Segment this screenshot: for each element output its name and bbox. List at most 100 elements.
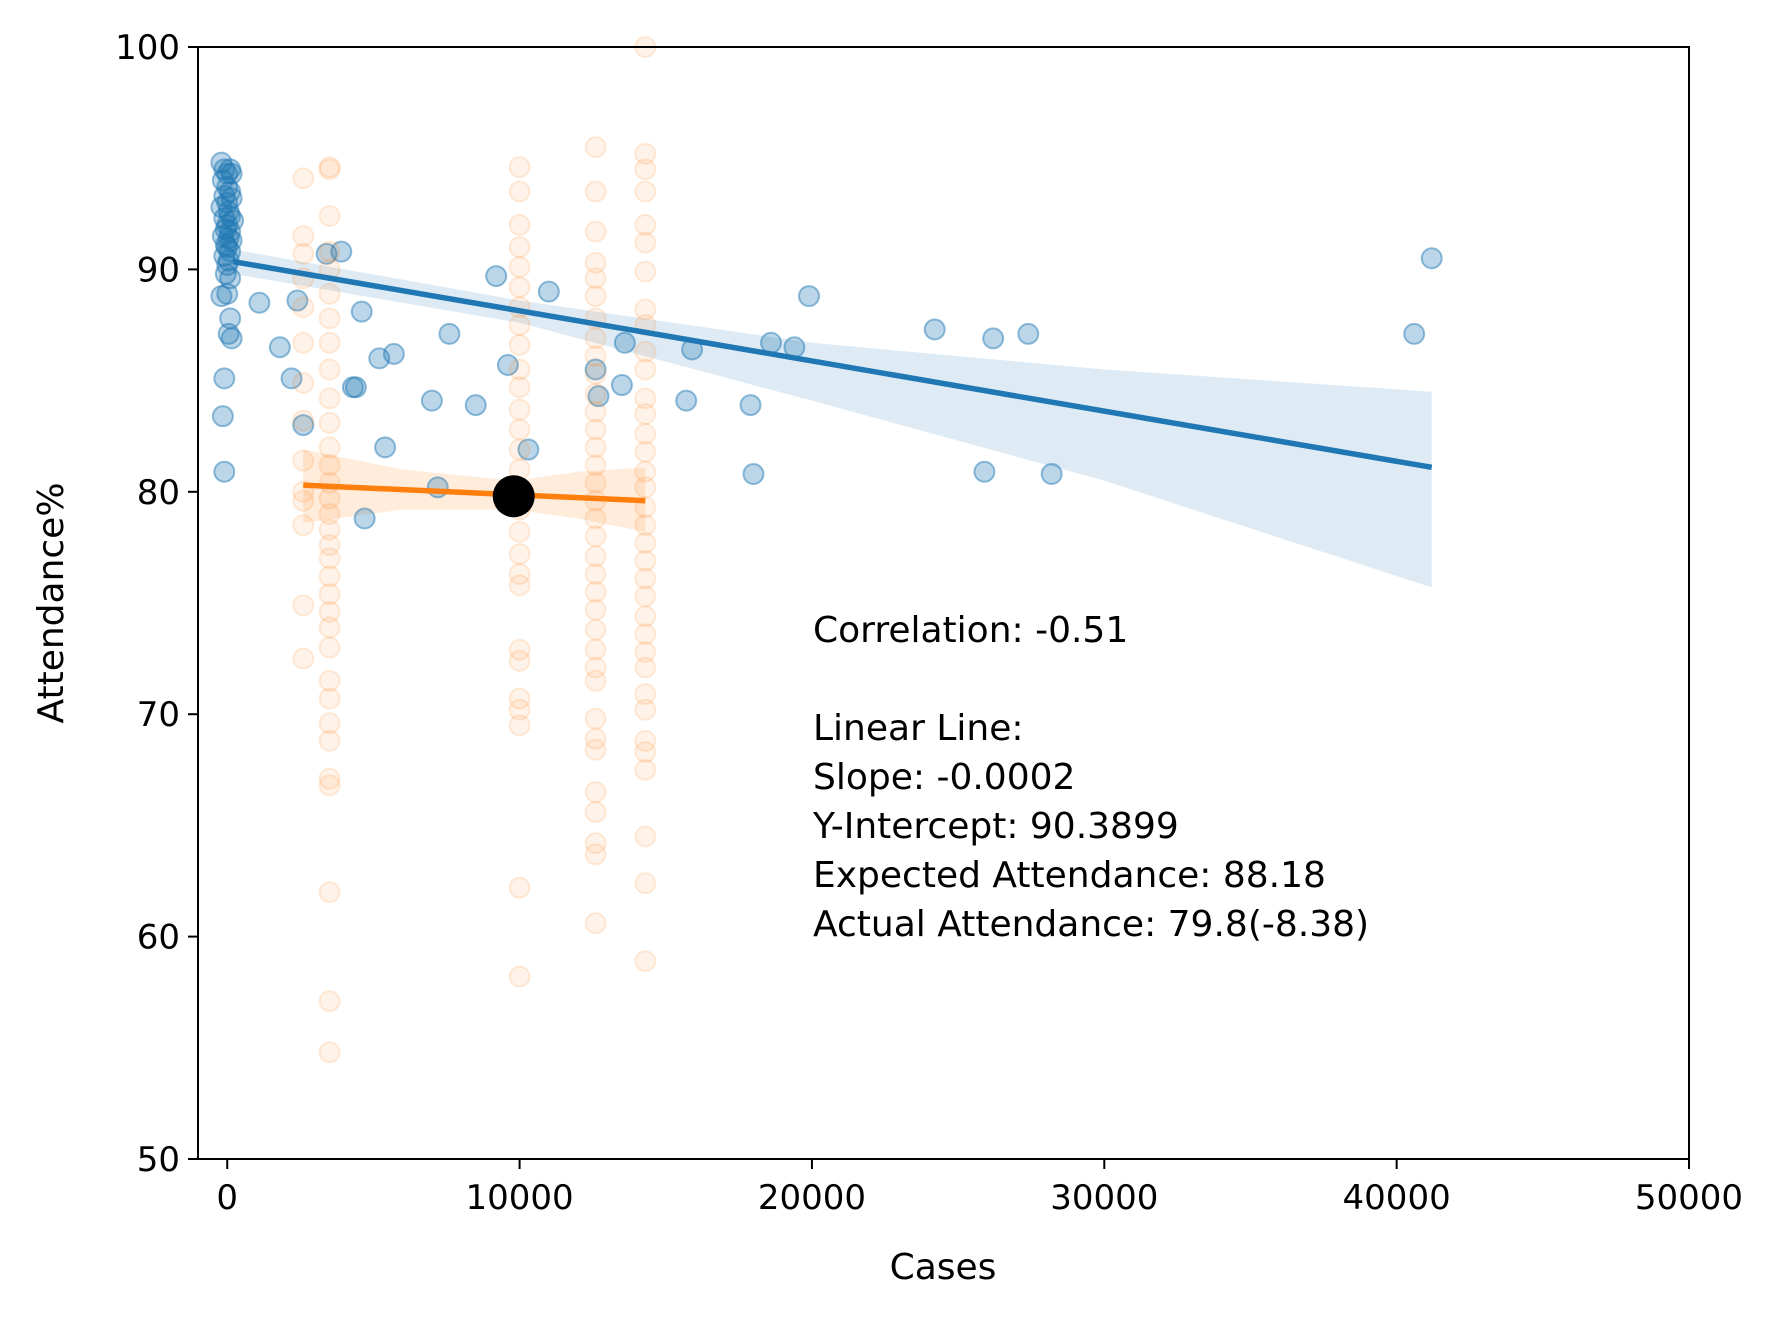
scatter-point [213,158,236,181]
x-tick-label: 10000 [466,1178,574,1218]
scatter-point [210,151,233,174]
scatter-point [211,225,234,248]
scatter-point [634,340,657,363]
scatter-point [537,280,560,303]
scatter-point [292,489,315,512]
scatter-point [318,205,341,228]
scatter-point [584,656,607,679]
scatter-point [634,158,657,181]
scatter-point [318,411,341,434]
scatter-point [216,176,239,199]
scatter-point [508,649,531,672]
x-axis-ticks: 0 10000 20000 30000 40000 50000 [216,1159,1743,1218]
scatter-point [318,240,341,263]
scatter-point [292,409,315,432]
scatter-point [248,291,271,314]
scatter-point [584,781,607,804]
fit-lines [232,258,1433,504]
scatter-point [634,656,657,679]
scatter-point [584,669,607,692]
x-tick-label: 50000 [1635,1178,1743,1218]
scatter-point [292,331,315,354]
scatter-point [318,282,341,305]
scatter-point [318,669,341,692]
scatter-point [508,876,531,899]
scatter-point [584,362,607,385]
regression-line-1 [303,482,646,504]
scatter-point [634,213,657,236]
scatter-point [798,285,821,308]
scatter-point [634,623,657,646]
scatter-point [584,801,607,824]
scatter-point [634,476,657,499]
scatter-point [286,289,309,312]
scatter-point [217,200,240,223]
scatter-point [634,298,657,321]
scatter-point [584,525,607,548]
scatter-point [341,376,364,399]
scatter-point [1017,322,1040,345]
scatter-point [634,358,657,381]
scatter-point [318,774,341,797]
scatter-point [634,387,657,410]
scatter-point [292,242,315,265]
scatter-point [508,256,531,279]
scatter-point [517,438,540,461]
scatter-point [982,327,1005,350]
scatter-point [1420,247,1443,270]
scatter-point [584,738,607,761]
scatter-point [292,371,315,394]
scatter-point [216,162,239,185]
scatter-point [280,367,303,390]
y-axis-ticks: 50 60 70 80 90 100 [115,28,198,1180]
scatter-point [292,296,315,319]
scatter-point [318,712,341,735]
scatter-point [584,563,607,586]
scatter-point [508,180,531,203]
scatter-point [213,207,236,230]
scatter-point [634,758,657,781]
scatter-point [584,285,607,308]
scatter-point [217,227,240,250]
scatter-point [214,262,237,285]
scatter-point [508,714,531,737]
scatter-point [318,990,341,1013]
scatter-point [292,167,315,190]
scatter-point [584,912,607,935]
scatter-point [634,531,657,554]
annotation-line: Slope: -0.0002 [813,757,1075,798]
annotation-line: Linear Line: [813,708,1023,749]
scatter-point [508,213,531,236]
x-tick-label: 30000 [1050,1178,1158,1218]
scatter-point [318,767,341,790]
scatter-point [219,267,242,290]
scatter-point [318,729,341,752]
scatter-point [426,476,449,499]
scatter-point [675,389,698,412]
scatter-point [292,449,315,472]
scatter-point [634,402,657,425]
y-tick-label: 100 [115,28,180,68]
y-tick-label: 90 [137,250,180,290]
scatter-point [584,220,607,243]
scatter-point [584,382,607,405]
scatter-point [318,600,341,623]
scatter-point [318,436,341,459]
scatter-point [584,580,607,603]
annotation-line: Correlation: -0.51 [813,610,1128,651]
scatter-point [634,422,657,445]
scatter-point [610,374,633,397]
scatter-point [217,322,240,345]
scatter-point [219,307,242,330]
scatter-point [216,191,239,214]
annotation-line: Expected Attendance: 88.18 [813,855,1326,896]
scatter-point [220,327,243,350]
scatter-point [584,843,607,866]
scatter-point [634,142,657,165]
scatter-point [213,185,236,208]
scatter-point [508,276,531,299]
scatter-point [587,385,610,408]
scatter-point [508,156,531,179]
scatter-point [464,394,487,417]
